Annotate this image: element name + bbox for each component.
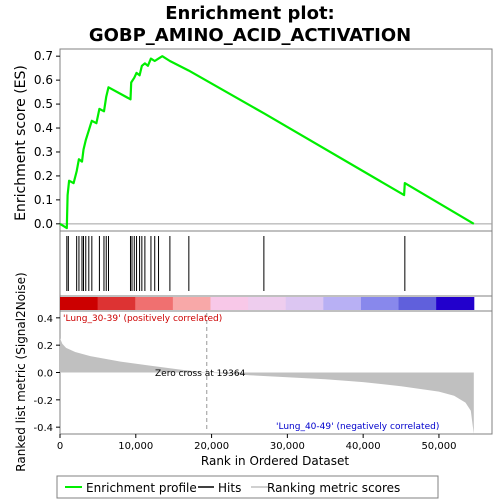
es-y-tick-label: 0.4 bbox=[34, 121, 53, 135]
x-tick-label: 10,000 bbox=[118, 441, 153, 452]
x-axis-label: Rank in Ordered Dataset bbox=[201, 454, 349, 468]
es-y-tick-label: 0.7 bbox=[34, 49, 53, 63]
heat-bar-segment bbox=[436, 297, 475, 310]
es-y-tick-label: 0.3 bbox=[34, 145, 53, 159]
es-panel: 0.0 0.1 0.2 0.3 0.4 0.5 0.6 0.7 bbox=[34, 48, 493, 232]
metric-y-tick-label: 0.4 bbox=[37, 314, 53, 325]
heat-bar-segment bbox=[172, 297, 211, 310]
legend-hits-label: Hits bbox=[218, 481, 241, 495]
heat-bar-segment bbox=[360, 297, 400, 310]
metric-y-tick-label: -0.2 bbox=[33, 396, 53, 407]
hits-panel bbox=[59, 230, 493, 297]
x-tick-label: 40,000 bbox=[346, 441, 381, 452]
heat-bar-segment bbox=[135, 297, 174, 310]
x-tick-label: 50,000 bbox=[421, 441, 456, 452]
heat-bar-segment bbox=[285, 297, 324, 310]
es-y-tick-label: 0.2 bbox=[34, 169, 53, 183]
heat-bar-segment bbox=[398, 297, 437, 310]
hits-frame bbox=[59, 230, 493, 297]
negative-class-label: 'Lung_40-49' (negatively correlated) bbox=[276, 422, 439, 432]
metric-y-tick-label: 0.2 bbox=[37, 341, 53, 352]
metric-y-tick-label: 0.0 bbox=[37, 369, 53, 380]
x-tick-label: 20,000 bbox=[194, 441, 229, 452]
legend-metric-label: Ranking metric scores bbox=[267, 481, 400, 495]
heat-bar-segment bbox=[210, 297, 249, 310]
heat-bar-segment bbox=[323, 297, 362, 310]
es-y-tick-label: 0.1 bbox=[34, 193, 53, 207]
legend: Enrichment profile Hits Ranking metric s… bbox=[56, 475, 439, 499]
es-y-tick-label: 0.5 bbox=[34, 97, 53, 111]
chart-title: Enrichment plot: bbox=[165, 3, 335, 24]
heat-bar-segment bbox=[60, 297, 99, 310]
heat-bar-segment bbox=[97, 297, 136, 310]
x-tick-label: 30,000 bbox=[270, 441, 305, 452]
positive-class-label: 'Lung_30-39' (positively correlated) bbox=[63, 314, 222, 324]
es-y-axis-label: Enrichment score (ES) bbox=[13, 65, 29, 221]
metric-panel: -0.4 -0.2 0.0 0.2 0.4 bbox=[33, 310, 493, 435]
heat-bar-segment bbox=[248, 297, 287, 310]
legend-box bbox=[56, 475, 439, 499]
es-y-tick-label: 0.0 bbox=[34, 217, 53, 231]
metric-y-axis-label: Ranked list metric (Signal2Noise) bbox=[14, 272, 28, 471]
x-axis: 0 10,000 20,000 30,000 40,000 50,000 bbox=[57, 434, 456, 452]
es-line bbox=[59, 55, 475, 230]
heat-bar-panel bbox=[59, 295, 493, 312]
metric-y-tick-label: -0.4 bbox=[33, 423, 53, 434]
chart-subtitle: GOBP_AMINO_ACID_ACTIVATION bbox=[89, 25, 411, 46]
es-frame bbox=[59, 48, 493, 232]
legend-es-label: Enrichment profile bbox=[86, 481, 197, 495]
zero-cross-label: Zero cross at 19364 bbox=[155, 369, 246, 379]
es-y-tick-label: 0.6 bbox=[34, 73, 53, 87]
x-tick-label: 0 bbox=[57, 441, 63, 452]
